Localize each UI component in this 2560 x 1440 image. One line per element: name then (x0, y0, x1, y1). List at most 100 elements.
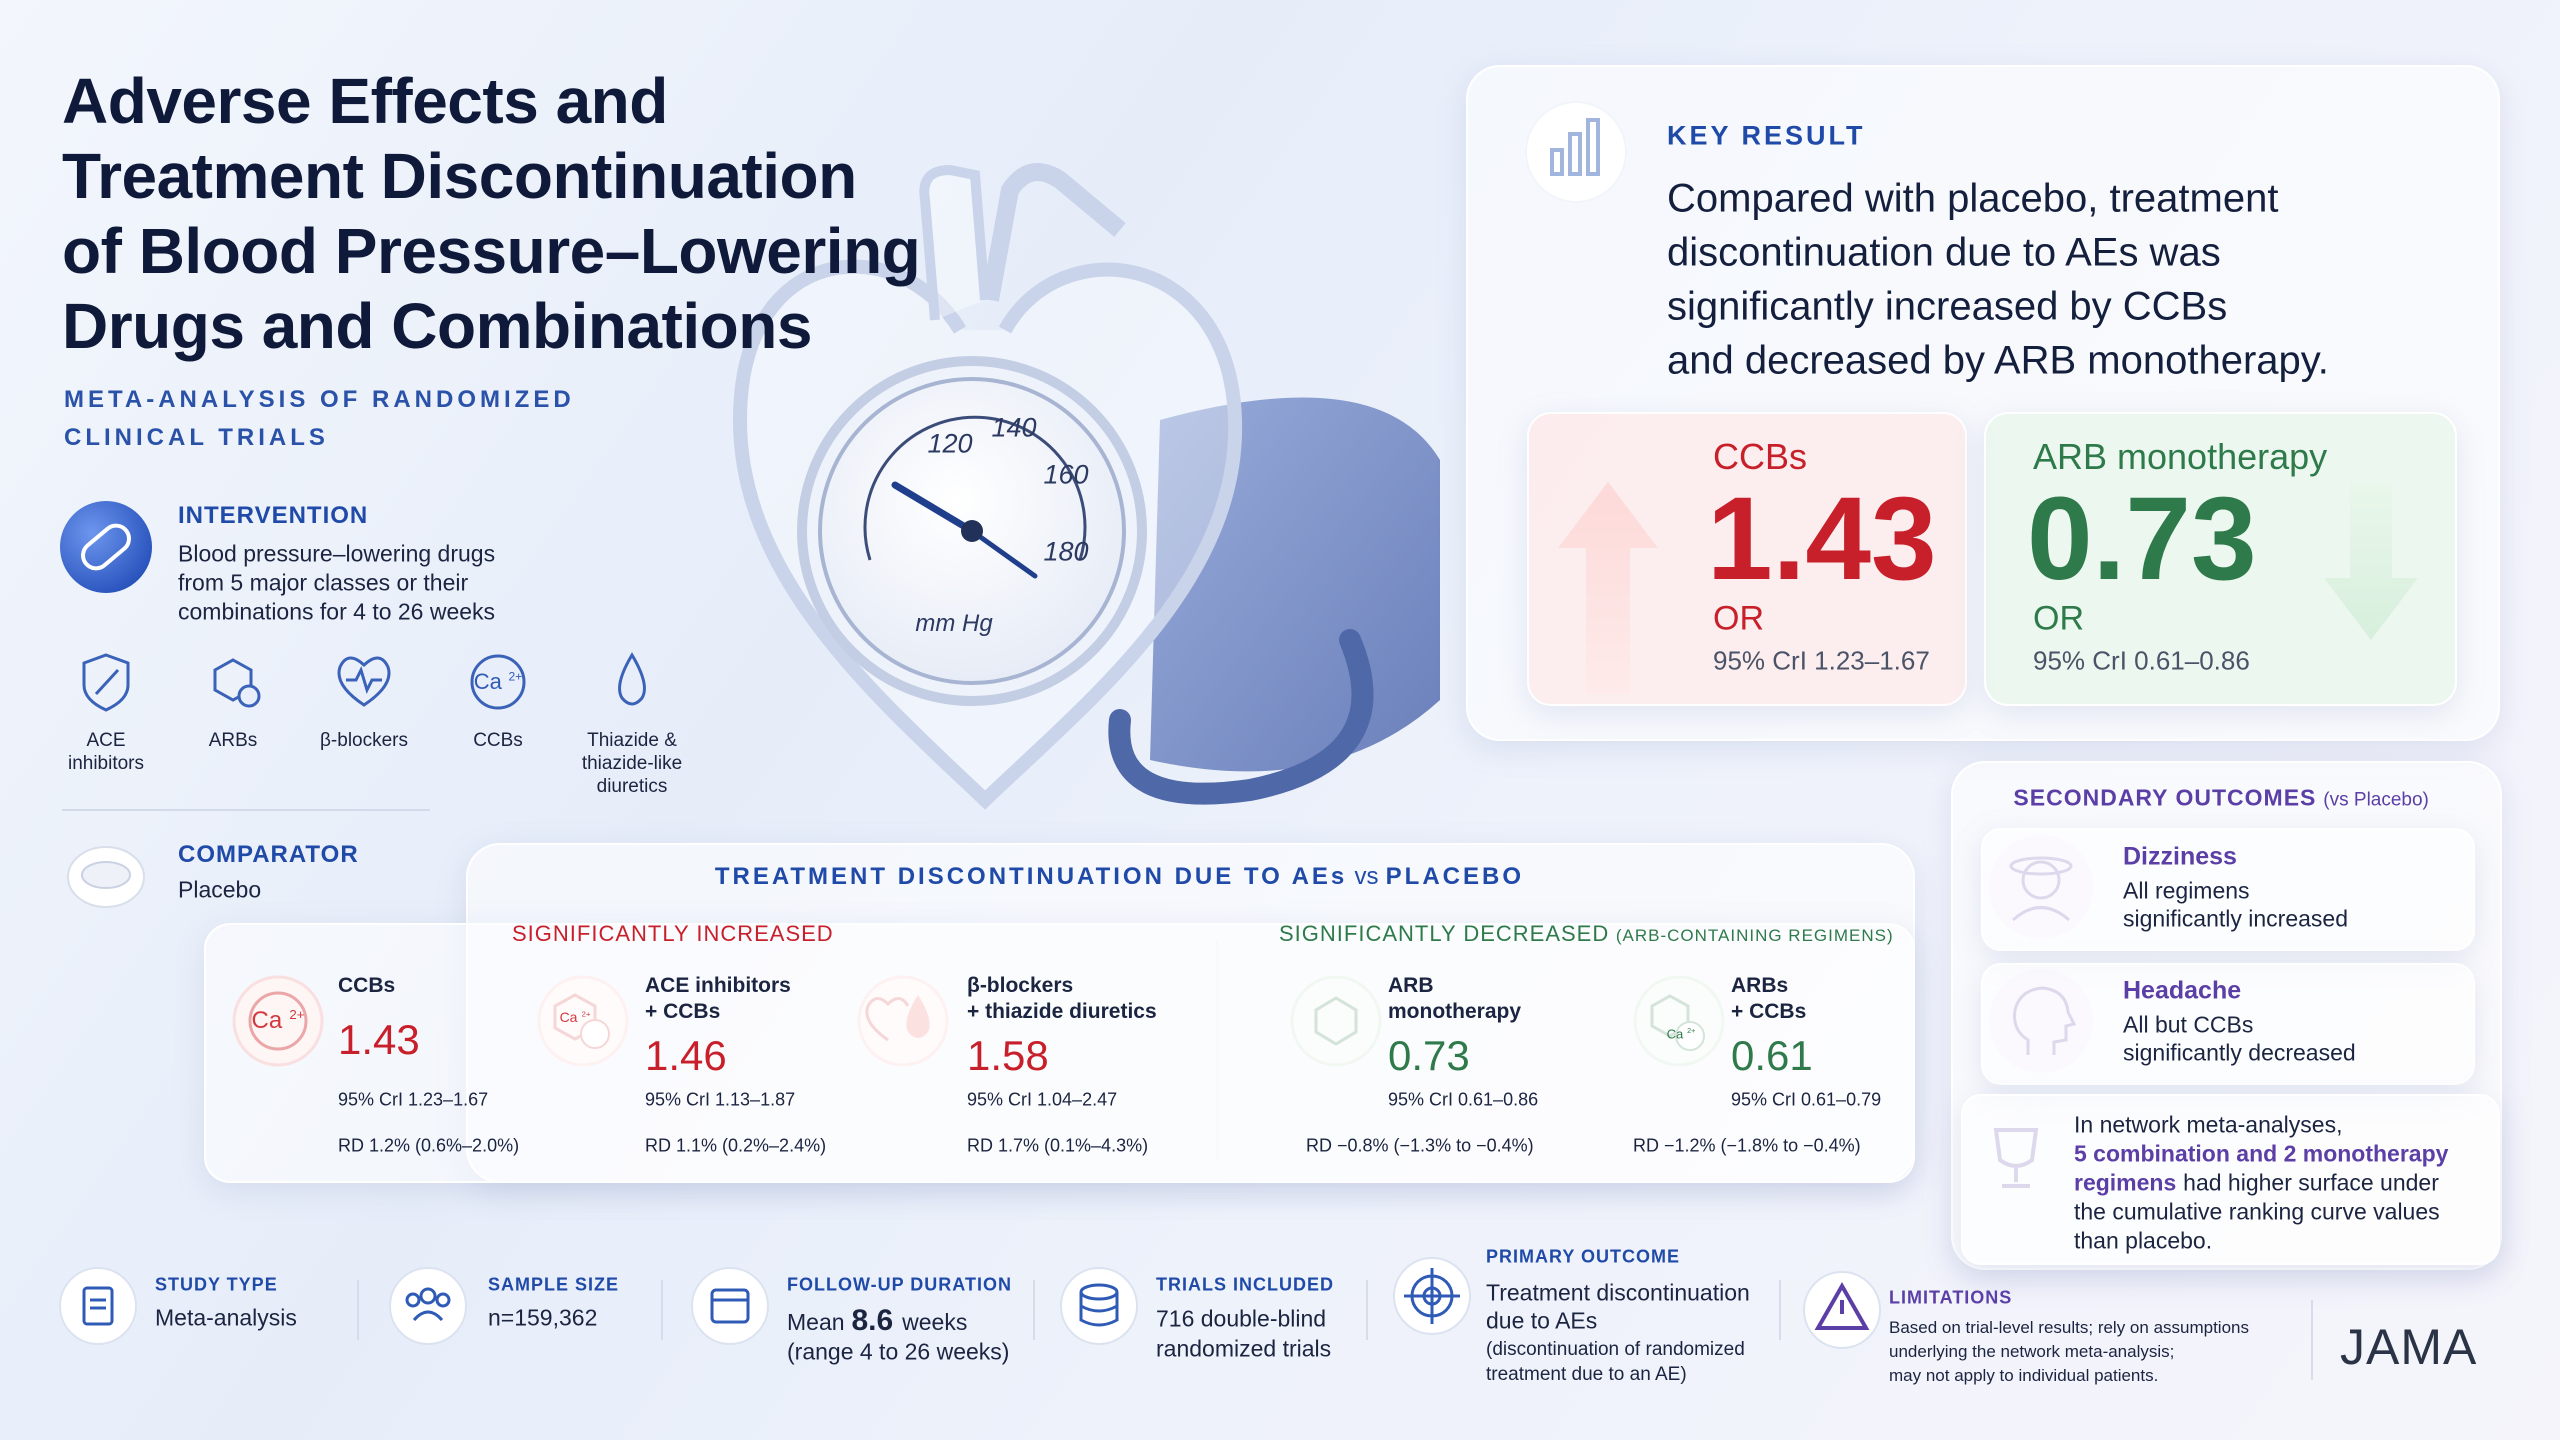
network-text: In network meta-analyses, (2074, 1111, 2343, 1138)
follow-up-number: 8.6 (851, 1304, 894, 1337)
footer-note: treatment due to an AE) (1486, 1364, 1687, 1385)
item-value: 1.43 (338, 1016, 420, 1063)
footer-value: Based on trial-level results; rely on as… (1889, 1318, 2249, 1337)
item-name: β-blockers (967, 974, 1074, 997)
secondary-text: significantly decreased (2123, 1039, 2356, 1066)
footer-value: Meta-analysis (155, 1304, 297, 1331)
item-name: monotherapy (1388, 1000, 1522, 1023)
item-ci: 95% CrI 0.61–0.86 (1388, 1089, 1539, 1110)
subtitle: META-ANALYSIS OF RANDOMIZED (64, 386, 575, 413)
footer-value: n=159,362 (488, 1304, 598, 1331)
footer-label: SAMPLE SIZE (488, 1274, 620, 1295)
follow-up-range: (range 4 to 26 weeks) (787, 1338, 1010, 1365)
key-result-text: significantly increased by CCBs (1667, 284, 2228, 329)
footer-value: Treatment discontinuation (1486, 1279, 1750, 1306)
ion-symbol: Ca (1666, 1026, 1684, 1042)
item-name: ACE inhibitors (645, 974, 791, 997)
brand: JAMA (2340, 1319, 2478, 1375)
gauge-unit: mm Hg (915, 610, 993, 637)
secondary-name: Dizziness (2123, 842, 2237, 871)
intervention-text: from 5 major classes or their (178, 569, 469, 596)
class-label: ACE (86, 730, 126, 751)
footer-label: PRIMARY OUTCOME (1486, 1246, 1681, 1267)
item-value: 1.58 (967, 1032, 1049, 1079)
pill-icon (60, 501, 152, 593)
gauge-label: 160 (1043, 459, 1089, 490)
key-result-text: Compared with placebo, treatment (1667, 176, 2279, 221)
footer-value: due to AEs (1486, 1307, 1598, 1334)
title: Drugs and Combinations (62, 290, 812, 362)
network-highlight: regimens (2074, 1169, 2177, 1196)
follow-up-pre: Mean (787, 1309, 845, 1335)
card-name: CCBs (1713, 436, 1808, 477)
intervention-label: INTERVENTION (178, 502, 369, 529)
ion-label: Ca 2+ (252, 1007, 305, 1035)
title-end: PLACEBO (1385, 863, 1524, 890)
class-label: thiazide-like (581, 753, 683, 774)
item-name: + CCBs (1731, 1000, 1807, 1023)
ion-charge: 2+ (1687, 1027, 1696, 1036)
increased-label: SIGNIFICANTLY INCREASED (512, 921, 834, 946)
comparator-label: COMPARATOR (178, 841, 359, 868)
secondary-text: All regimens (2123, 877, 2250, 904)
class-label: CCBs (473, 730, 523, 751)
card-name: ARB monotherapy (2033, 436, 2328, 477)
item-value: 0.61 (1731, 1032, 1813, 1079)
secondary-text: All but CCBs (2123, 1011, 2254, 1038)
footer-label: TRIALS INCLUDED (1156, 1274, 1334, 1295)
footer-label: LIMITATIONS (1889, 1287, 2013, 1308)
item-name: CCBs (338, 974, 396, 997)
footer-label: STUDY TYPE (155, 1274, 278, 1295)
network-text: than placebo. (2074, 1227, 2213, 1254)
network-text: the cumulative ranking curve values (2074, 1198, 2440, 1225)
headache-box (1981, 963, 2475, 1085)
item-name: + thiazide diuretics (967, 1000, 1157, 1023)
class-label: diuretics (596, 776, 668, 797)
discontinuation-results (204, 923, 1915, 1183)
key-result-text: discontinuation due to AEs was (1667, 230, 2221, 275)
network-highlight: 5 combination and 2 monotherapy (2074, 1140, 2449, 1167)
ion-symbol: Ca (473, 669, 502, 694)
arb-card (1984, 412, 2457, 706)
class-icons (82, 652, 646, 712)
ion-charge: 2+ (508, 669, 523, 684)
dizziness-box (1981, 828, 2475, 951)
footer-value: randomized trials (1156, 1335, 1332, 1362)
title: of Blood Pressure–Lowering (62, 215, 921, 287)
key-result-text: and decreased by ARB monotherapy. (1667, 338, 2329, 383)
decreased-label-main: SIGNIFICANTLY DECREASED (1279, 921, 1610, 946)
key-result-label: KEY RESULT (1667, 120, 1866, 151)
footer-label: FOLLOW-UP DURATION (787, 1274, 1012, 1295)
card-ci: 95% CrI 0.61–0.86 (2033, 645, 2250, 676)
title: Treatment Discontinuation (62, 140, 857, 212)
comparator-text: Placebo (178, 876, 262, 903)
heart-illustration (732, 163, 1440, 810)
gauge-label: 180 (1043, 536, 1089, 567)
item-ci: 95% CrI 0.61–0.79 (1731, 1089, 1882, 1110)
intervention-text: combinations for 4 to 26 weeks (178, 598, 496, 625)
ion-label: Ca 2+ (560, 1009, 591, 1025)
secondary-note: (vs Placebo) (2323, 789, 2429, 811)
card-value: 0.73 (2027, 473, 2257, 605)
item-value: 0.73 (1388, 1032, 1470, 1079)
decreased-note: (ARB-CONTAINING REGIMENS) (1615, 926, 1894, 945)
network-box (1961, 1094, 2500, 1265)
ion-charge: 2+ (581, 1009, 591, 1019)
item-name: ARB (1388, 974, 1434, 997)
item-name: + CCBs (645, 1000, 721, 1023)
class-label: β-blockers (319, 730, 409, 751)
class-label: ARBs (208, 730, 258, 751)
item-ci: 95% CrI 1.13–1.87 (645, 1089, 796, 1110)
item-rd: RD 1.1% (0.2%–2.4%) (645, 1135, 827, 1156)
class-label: inhibitors (67, 753, 145, 774)
item-ci: 95% CrI 1.23–1.67 (338, 1089, 489, 1110)
gauge-label: 120 (927, 428, 973, 459)
item-rd: RD 1.2% (0.6%–2.0%) (338, 1135, 520, 1156)
intervention-text: Blood pressure–lowering drugs (178, 540, 496, 567)
footer-note: (discontinuation of randomized (1486, 1339, 1745, 1360)
gauge-label: 140 (991, 412, 1037, 443)
item-ci: 95% CrI 1.04–2.47 (967, 1089, 1118, 1110)
card-value: 1.43 (1707, 473, 1937, 605)
ccb-card (1527, 412, 1967, 706)
